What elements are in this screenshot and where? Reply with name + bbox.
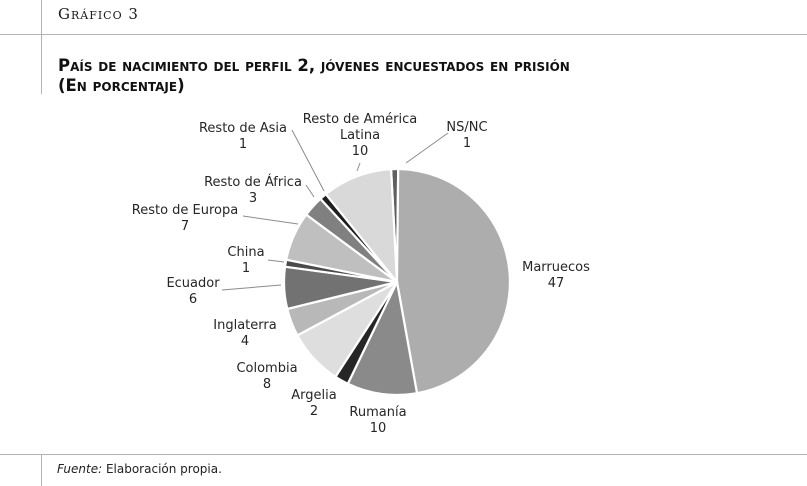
slice-value: 1 [239, 137, 247, 152]
slice-label-ecuador: Ecuador 6 [166, 276, 220, 307]
slice-name: Argelia [291, 388, 336, 403]
figure-label: Gráfico 3 [58, 5, 139, 23]
pie-slice-resto-de-america-latina [324, 168, 399, 284]
slice-value: 4 [241, 334, 249, 349]
slice-label-rumania: Rumanía 10 [349, 405, 406, 436]
chart-title: País de nacimiento del perfil 2, jóvenes… [58, 56, 798, 96]
leader-line-ns-nc [405, 132, 449, 164]
slice-name: China [227, 245, 264, 260]
bottom-rule [0, 454, 807, 455]
slice-label-resto-de-america-latina: Resto de América Latina 10 [303, 112, 417, 159]
slice-value: 10 [370, 421, 387, 436]
header-vertical-rule [41, 0, 42, 94]
slice-label-inglaterra: Inglaterra 4 [213, 318, 276, 349]
slice-label-resto-de-europa: Resto de Europa 7 [132, 203, 238, 234]
slice-name: Resto de Europa [132, 203, 238, 218]
leader-line-resto-de-america-latina [356, 162, 361, 172]
top-rule [0, 34, 807, 35]
slice-value: 2 [310, 404, 318, 419]
slice-name: Inglaterra [213, 318, 276, 333]
slice-label-marruecos: Marruecos 47 [522, 260, 590, 291]
slice-name: Ecuador [166, 276, 220, 291]
slice-value: 1 [463, 136, 471, 151]
leader-line-resto-de-asia [291, 129, 325, 192]
chart-title-line2: (En porcentaje) [58, 76, 185, 95]
chart-title-line1: País de nacimiento del perfil 2, jóvenes… [58, 56, 570, 75]
slice-value: 8 [263, 377, 271, 392]
slice-label-argelia: Argelia 2 [291, 388, 336, 419]
source-text: Elaboración propia. [102, 462, 222, 476]
slice-name: Resto de América [303, 112, 417, 127]
pie-slice-rumania [346, 280, 419, 397]
leader-line-resto-de-africa [305, 184, 315, 198]
slice-name: NS/NC [446, 120, 487, 135]
slice-name: Colombia [236, 361, 297, 376]
slice-label-china: China 1 [227, 245, 264, 276]
source-prefix: Fuente: [57, 462, 103, 476]
slice-label-resto-de-africa: Resto de África 3 [204, 174, 302, 206]
slice-name: Marruecos [522, 260, 590, 275]
leader-line-ecuador [221, 284, 282, 291]
slice-value: 10 [352, 144, 369, 159]
leader-line-china [267, 259, 285, 263]
pie-slice-marruecos [395, 167, 512, 395]
source-note: Fuente: Elaboración propia. [57, 462, 222, 476]
leader-line-resto-de-europa [242, 215, 299, 225]
slice-label-colombia: Colombia 8 [236, 361, 297, 392]
slice-value: 3 [249, 191, 257, 206]
slice-value: 7 [181, 219, 189, 234]
footer-vertical-rule [41, 454, 42, 486]
slice-value: 1 [242, 261, 250, 276]
slice-value: 47 [548, 276, 565, 291]
leader-lines [221, 129, 449, 291]
slice-value: 6 [189, 292, 197, 307]
slice-label-ns-nc: NS/NC 1 [446, 120, 487, 151]
slice-name: Rumanía [349, 405, 406, 420]
pie-slices [282, 167, 512, 397]
slice-label-resto-de-asia: Resto de Asia 1 [199, 121, 287, 152]
slice-name: Resto de Asia [199, 121, 287, 136]
slice-name: Latina [340, 128, 380, 143]
slice-name: Resto de África [204, 174, 302, 190]
